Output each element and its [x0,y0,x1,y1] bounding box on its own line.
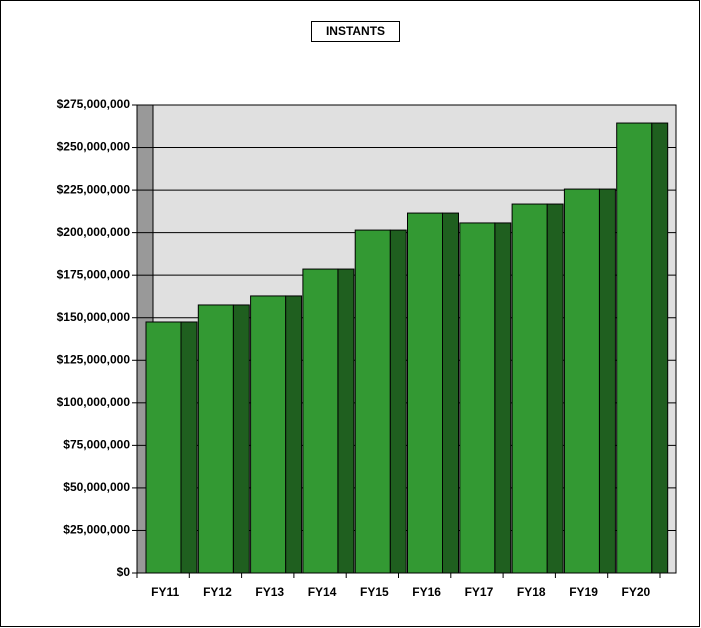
x-tick-label: FY15 [360,585,389,599]
bar [354,229,391,574]
bar-side [494,222,512,574]
bar-side [337,268,355,574]
bar [563,188,600,574]
y-tick-label: $25,000,000 [63,523,130,537]
y-tick-label: $50,000,000 [63,480,130,494]
bar-side [389,229,407,574]
x-tick-label: FY16 [412,585,441,599]
bar [197,304,234,574]
x-tick-label: FY17 [465,585,494,599]
x-tick-label: FY13 [255,585,284,599]
y-tick-label: $100,000,000 [57,395,131,409]
y-tick-label: $275,000,000 [57,97,131,111]
x-tick-label: FY12 [203,585,232,599]
chart-title: INSTANTS [326,24,385,38]
bar-side [442,212,459,574]
bar [616,122,653,574]
x-tick-label: FY11 [151,585,179,599]
bar-side [232,304,250,574]
bar [250,295,287,574]
y-tick-label: $175,000,000 [57,267,131,281]
bar-side [546,203,564,574]
y-tick-label: $0 [117,565,131,579]
y-tick-label: $75,000,000 [63,438,130,452]
title-box [311,21,400,42]
bar [145,321,182,574]
x-tick-label: FY18 [517,585,546,599]
y-tick-label: $125,000,000 [57,352,131,366]
bar-side [651,122,669,574]
y-tick-label: $225,000,000 [57,182,131,196]
y-tick-label: $250,000,000 [57,140,131,154]
bar-side [180,321,198,574]
bar [511,203,548,574]
bar [302,268,339,574]
x-tick-label: FY20 [622,585,651,599]
bar [459,222,496,574]
bar-side [598,188,616,574]
x-tick-label: FY14 [308,585,337,599]
y-tick-label: $200,000,000 [57,225,131,239]
bar-side [285,295,303,574]
y-tick-label: $150,000,000 [57,310,131,324]
bar [407,212,443,574]
x-tick-label: FY19 [569,585,598,599]
